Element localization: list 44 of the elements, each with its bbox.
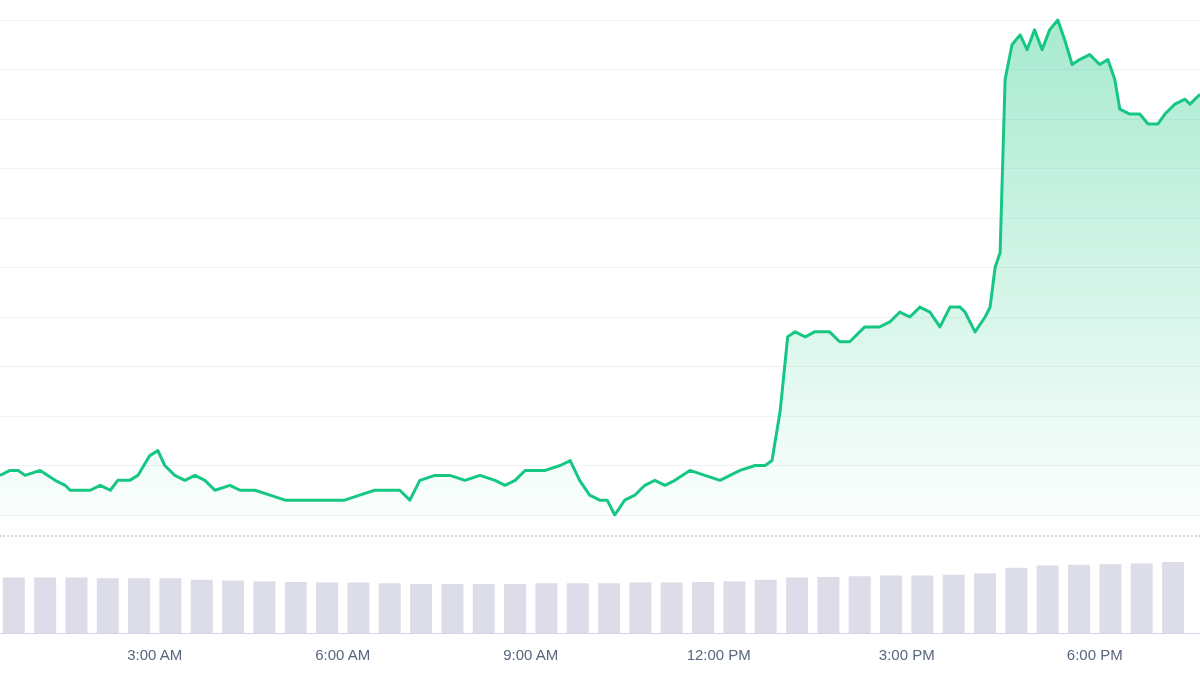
bar bbox=[1068, 564, 1091, 633]
bar bbox=[1130, 563, 1153, 633]
bar bbox=[34, 577, 57, 633]
bar bbox=[65, 577, 88, 633]
bar bbox=[629, 582, 652, 633]
x-tick-label: 6:00 AM bbox=[315, 646, 371, 663]
bar bbox=[190, 579, 213, 633]
bar bbox=[316, 582, 339, 633]
bar bbox=[222, 580, 245, 633]
bar bbox=[504, 584, 527, 633]
bar bbox=[660, 582, 683, 633]
bar bbox=[942, 574, 965, 633]
bar bbox=[96, 578, 119, 633]
x-tick-label: 12:00 PM bbox=[686, 646, 751, 663]
bar bbox=[1099, 564, 1122, 633]
bar bbox=[410, 584, 433, 633]
x-tick-label: 9:00 AM bbox=[503, 646, 559, 663]
bar bbox=[723, 581, 746, 633]
bar bbox=[1005, 567, 1028, 633]
bar bbox=[284, 581, 307, 633]
bar bbox=[128, 578, 151, 633]
bar bbox=[692, 581, 715, 633]
bar bbox=[2, 577, 25, 633]
bar bbox=[754, 579, 777, 633]
bar bbox=[786, 577, 809, 633]
bar bbox=[159, 578, 182, 633]
bar bbox=[598, 583, 621, 633]
x-tick-label: 3:00 AM bbox=[127, 646, 183, 663]
x-tick-label: 3:00 PM bbox=[878, 646, 935, 663]
bar bbox=[566, 583, 589, 633]
bar bbox=[378, 583, 401, 633]
bar bbox=[347, 582, 370, 633]
bar bbox=[1036, 565, 1059, 633]
bar bbox=[817, 576, 840, 633]
bar bbox=[974, 573, 997, 633]
bar bbox=[1162, 562, 1185, 633]
bar bbox=[441, 584, 464, 633]
bar bbox=[535, 583, 558, 633]
bar bbox=[880, 575, 903, 633]
bar bbox=[472, 584, 495, 633]
bar bbox=[848, 576, 871, 633]
x-tick-label: 6:00 PM bbox=[1066, 646, 1123, 663]
bar bbox=[253, 581, 276, 633]
bar bbox=[911, 575, 934, 633]
